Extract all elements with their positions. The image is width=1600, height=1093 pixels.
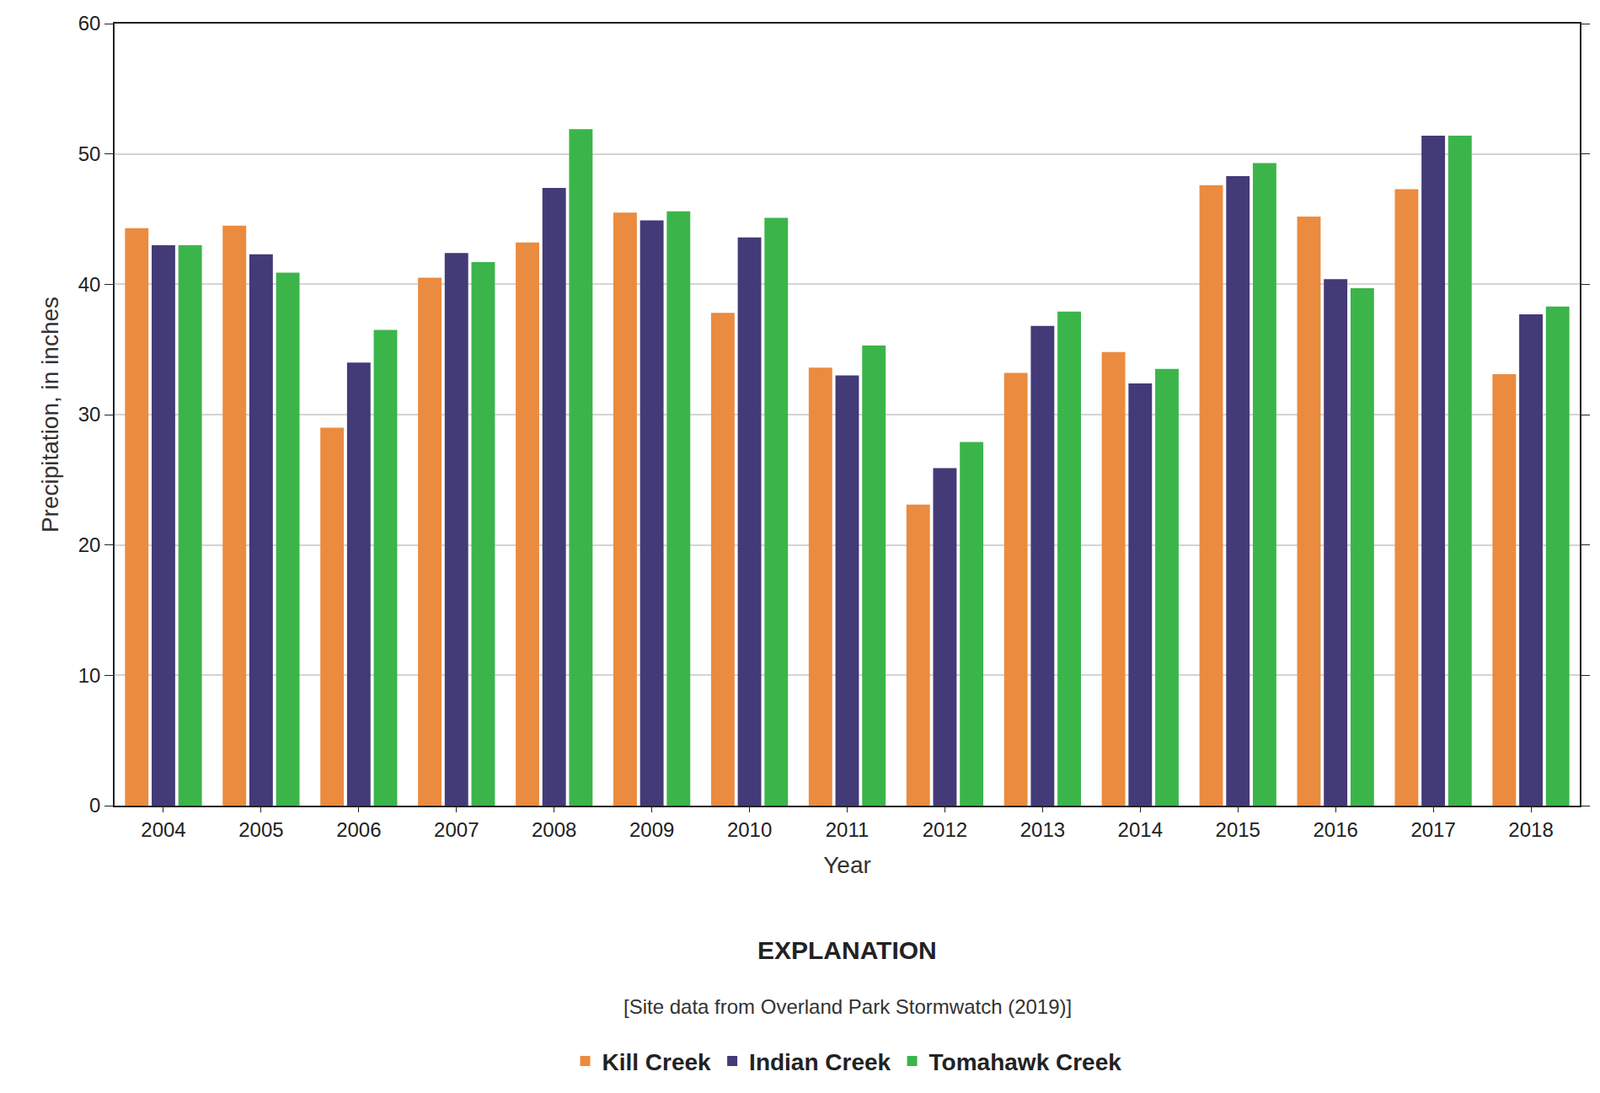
svg-text:10: 10 [78, 663, 102, 687]
svg-text:50: 50 [78, 142, 102, 166]
svg-text:40: 40 [78, 272, 102, 296]
svg-text:Kill Creek: Kill Creek [602, 1048, 712, 1076]
svg-text:Indian Creek: Indian Creek [749, 1048, 891, 1076]
svg-text:2007: 2007 [433, 818, 479, 841]
svg-text:30: 30 [78, 402, 102, 426]
svg-text:2009: 2009 [629, 818, 675, 841]
svg-text:2008: 2008 [531, 818, 577, 841]
svg-text:Tomahawk Creek: Tomahawk Creek [929, 1048, 1123, 1076]
svg-text:2017: 2017 [1410, 818, 1456, 841]
svg-text:2004: 2004 [140, 818, 186, 841]
svg-text:2018: 2018 [1508, 818, 1553, 841]
svg-text:60: 60 [78, 11, 102, 35]
svg-text:2010: 2010 [727, 818, 772, 841]
svg-text:20: 20 [78, 533, 102, 557]
svg-text:2016: 2016 [1312, 818, 1358, 841]
svg-text:[Site data from Overland Park: [Site data from Overland Park Stormwatch… [623, 995, 1072, 1018]
svg-text:0: 0 [89, 793, 101, 817]
svg-text:2005: 2005 [238, 818, 284, 841]
svg-text:Year: Year [823, 851, 872, 878]
svg-text:2015: 2015 [1215, 818, 1261, 841]
svg-text:2014: 2014 [1118, 818, 1163, 841]
svg-text:2006: 2006 [336, 818, 381, 841]
svg-text:2012: 2012 [922, 818, 968, 841]
svg-text:2011: 2011 [825, 818, 870, 841]
svg-text:EXPLANATION: EXPLANATION [757, 936, 937, 964]
svg-text:Precipitation, in inches: Precipitation, in inches [37, 296, 64, 533]
svg-text:2013: 2013 [1020, 818, 1065, 841]
